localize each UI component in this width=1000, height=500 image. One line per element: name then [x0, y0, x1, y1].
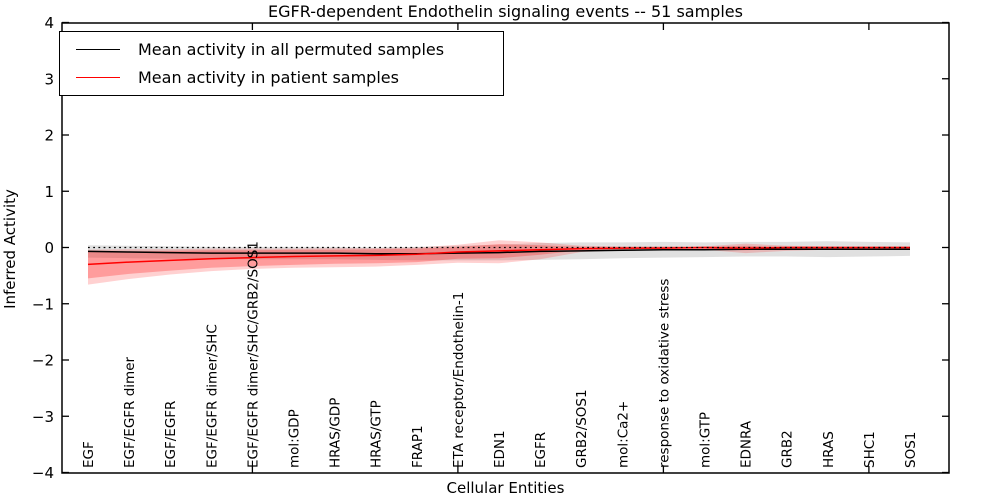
x-category-label: EGF/EGFR dimer [122, 356, 138, 468]
x-category-label: mol:GTP [698, 412, 714, 468]
x-category-label: EGFR [533, 432, 549, 468]
x-category-label: EGF [81, 441, 97, 468]
y-axis-label: Inferred Activity [1, 189, 19, 309]
x-category-label: HRAS/GDP [328, 398, 344, 468]
legend-item-patient: Mean activity in patient samples [60, 68, 503, 87]
patient-confidence-band-outer [88, 240, 910, 285]
x-category-label: ETA receptor/Endothelin-1 [451, 292, 467, 468]
y-tick-label: 2 [44, 127, 54, 145]
x-axis-label: Cellular Entities [446, 479, 565, 497]
x-category-label: mol:Ca2+ [615, 401, 631, 468]
y-tick-label: −4 [32, 464, 54, 482]
x-category-label: HRAS/GTP [369, 400, 385, 468]
y-tick-label: 0 [44, 239, 54, 257]
x-category-label: EGF/EGFR dimer/SHC/GRB2/SOS1 [245, 241, 261, 468]
x-category-label: EDNRA [739, 420, 755, 468]
x-category-label: SOS1 [903, 432, 919, 468]
x-category-label: SHC1 [862, 431, 878, 468]
x-category-label: GRB2/SOS1 [574, 389, 590, 468]
x-category-label: EGF/EGFR [163, 401, 179, 468]
permuted-mean-line [87, 248, 910, 255]
y-tick-label: 4 [44, 14, 54, 32]
y-tick-label: 3 [44, 70, 54, 88]
legend-item-permuted: Mean activity in all permuted samples [60, 40, 503, 59]
x-category-label: EGF/EGFR dimer/SHC [204, 324, 220, 468]
legend-label: Mean activity in patient samples [138, 67, 399, 87]
legend-label: Mean activity in all permuted samples [138, 40, 445, 60]
legend-line-sample-red [76, 76, 120, 78]
x-category-label: mol:GDP [287, 409, 303, 468]
y-tick-label: −3 [32, 408, 54, 426]
legend: Mean activity in all permuted samples Me… [59, 31, 504, 96]
x-category-label: response to oxidative stress [656, 279, 672, 468]
x-category-label: FRAP1 [410, 425, 426, 468]
x-category-label: EDN1 [492, 430, 508, 468]
legend-line-sample-black [76, 49, 120, 51]
x-category-label: HRAS [821, 431, 837, 468]
y-tick-label: −1 [32, 295, 54, 313]
patient-mean-line [87, 246, 910, 266]
y-tick-label: 1 [44, 183, 54, 201]
x-category-label: GRB2 [780, 430, 796, 468]
chart-title: EGFR-dependent Endothelin signaling even… [268, 2, 743, 21]
y-tick-label: −2 [32, 352, 54, 370]
